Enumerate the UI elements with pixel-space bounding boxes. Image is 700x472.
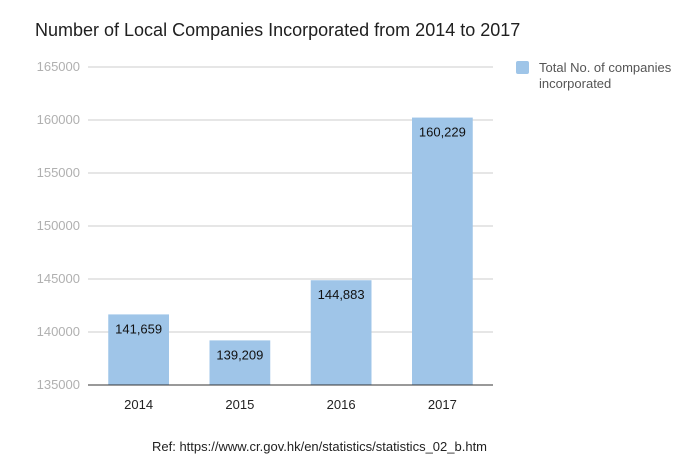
y-tick-label: 135000 <box>37 377 80 392</box>
y-tick-label: 165000 <box>37 59 80 74</box>
data-label-2014: 141,659 <box>115 321 162 336</box>
bar-2015 <box>209 340 271 385</box>
x-tick-label: 2015 <box>225 397 254 412</box>
bar-2016 <box>310 280 372 385</box>
data-labels: 141,659 139,209 144,883 160,229 <box>115 125 466 363</box>
bar-2017 <box>412 117 473 385</box>
source-note: Ref: https://www.cr.gov.hk/en/statistics… <box>152 439 488 454</box>
y-tick-label: 150000 <box>37 218 80 233</box>
y-tick-label: 145000 <box>37 271 80 286</box>
bar-2014 <box>108 314 169 385</box>
legend-label: Total No. of companies incorporated <box>539 60 672 91</box>
chart-title: Number of Local Companies Incorporated f… <box>35 20 521 40</box>
legend-swatch <box>516 61 529 74</box>
data-label-2017: 160,229 <box>419 125 466 140</box>
legend: Total No. of companies incorporated <box>516 60 696 92</box>
bars <box>108 117 473 385</box>
y-tick-label: 160000 <box>37 112 80 127</box>
data-label-2016: 144,883 <box>318 287 365 302</box>
y-tick-label: 155000 <box>37 165 80 180</box>
x-tick-label: 2016 <box>327 397 356 412</box>
y-tick-label: 140000 <box>37 324 80 339</box>
x-tick-label: 2017 <box>428 397 457 412</box>
data-label-2015: 139,209 <box>216 347 263 362</box>
y-axis-tick-labels: 165000 160000 155000 150000 145000 140000 1350… <box>37 59 80 392</box>
x-axis-tick-labels: 2014 2015 2016 2017 <box>124 397 457 412</box>
x-tick-label: 2014 <box>124 397 153 412</box>
